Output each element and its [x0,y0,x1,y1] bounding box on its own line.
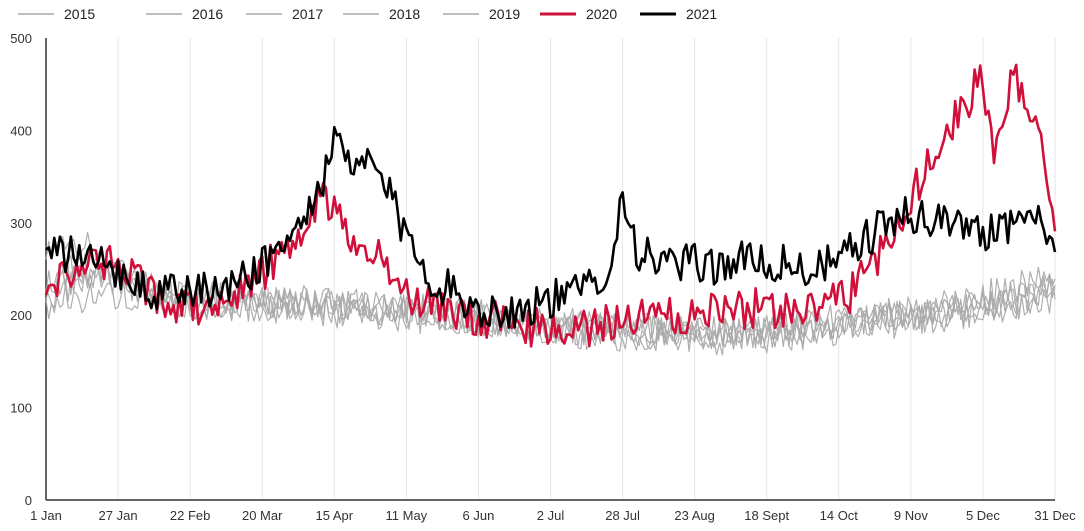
y-tick-label: 0 [25,493,32,508]
legend-label-2019: 2019 [489,6,520,22]
x-tick-label: 6 Jun [463,508,495,523]
x-tick-label: 15 Apr [315,508,353,523]
x-tick-label: 23 Aug [674,508,715,523]
x-tick-label: 11 May [386,508,428,523]
axis-layer: 1 Jan 27 Jan 22 Feb 20 Mar 15 Apr 11 May 6 Jun… [10,31,1076,523]
y-tick-label: 100 [10,401,32,416]
y-tick-label: 400 [10,123,32,138]
legend: 2015 2016 2017 2018 2019 2020 2021 [18,6,717,22]
legend-label-2015: 2015 [64,6,95,22]
x-tick-label: 2 Jul [537,508,565,523]
legend-label-2020: 2020 [586,6,617,22]
legend-label-2018: 2018 [389,6,420,22]
x-tick-label: 27 Jan [99,508,138,523]
x-tick-label: 14 Oct [820,508,859,523]
x-tick-label: 20 Mar [242,508,283,523]
x-tick-label: 31 Dec [1034,508,1076,523]
series-line-2020 [44,63,1057,348]
x-tick-label: 22 Feb [170,508,210,523]
x-tick-label: 18 Sept [744,508,789,523]
x-tick-label: 5 Dec [966,508,1000,523]
legend-label-2021: 2021 [686,6,717,22]
x-tick-label: 1 Jan [30,508,62,523]
y-tick-label: 200 [10,308,32,323]
y-tick-label: 500 [10,31,32,46]
grid-layer [117,38,1056,500]
series-layer [44,63,1057,356]
x-tick-label: 28 Jul [605,508,640,523]
y-tick-label: 300 [10,216,32,231]
x-tick-label: 9 Nov [894,508,928,523]
legend-label-2017: 2017 [292,6,323,22]
series-line-2021 [45,125,1057,329]
legend-label-2016: 2016 [192,6,223,22]
